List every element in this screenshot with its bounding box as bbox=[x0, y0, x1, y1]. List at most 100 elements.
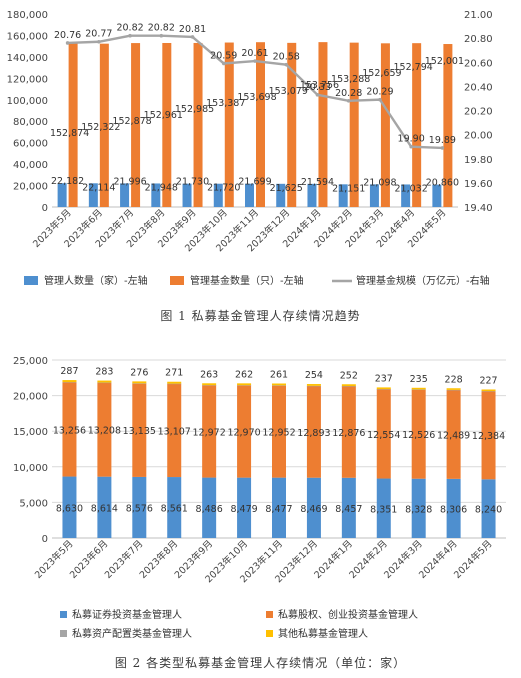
securities-data-label: 8,457 bbox=[335, 504, 362, 515]
other-data-label: 271 bbox=[165, 368, 183, 379]
equity-data-label: 13,135 bbox=[123, 426, 156, 437]
funds-data-label: 152,001 bbox=[425, 56, 464, 67]
funds-data-label: 152,878 bbox=[112, 116, 151, 127]
securities-data-label: 8,351 bbox=[370, 504, 397, 515]
legend-swatch bbox=[60, 611, 67, 618]
other-data-label: 228 bbox=[445, 374, 463, 385]
equity-data-label: 13,256 bbox=[53, 425, 86, 436]
securities-data-label: 8,477 bbox=[265, 504, 292, 515]
bar-funds bbox=[318, 42, 328, 207]
y-right-tick-label: 21.00 bbox=[464, 10, 493, 21]
bar-funds bbox=[224, 42, 234, 207]
y-left-tick-label: 140,000 bbox=[7, 53, 48, 64]
chart-1: 0 20,000 40,000 60,000 80,000 100,000 120,000 1… bbox=[7, 10, 493, 287]
stack-segment-2 bbox=[202, 385, 217, 386]
stack-segment-1 bbox=[411, 389, 426, 479]
stack-segment-1 bbox=[481, 391, 496, 480]
line-point bbox=[409, 144, 413, 149]
bar-funds bbox=[162, 42, 172, 207]
line-data-label: 20.61 bbox=[241, 48, 268, 59]
stack-segment-0 bbox=[306, 477, 321, 538]
stack-segment-3 bbox=[446, 388, 461, 390]
securities-data-label: 8,614 bbox=[91, 503, 118, 514]
bar-managers bbox=[213, 183, 223, 207]
legend-label: 管理基金规模（万亿元）-右轴 bbox=[356, 274, 490, 287]
bar-funds bbox=[131, 43, 141, 207]
other-data-label: 237 bbox=[375, 373, 393, 384]
legend-label: 管理人数量（家）-左轴 bbox=[44, 274, 148, 287]
equity-data-label: 12,893 bbox=[297, 428, 330, 439]
bar-managers bbox=[338, 184, 348, 207]
other-data-label: 287 bbox=[60, 366, 78, 377]
line-point bbox=[253, 59, 257, 63]
line-data-label: 20.59 bbox=[210, 50, 237, 61]
y-right-tick-label: 20.20 bbox=[464, 107, 493, 118]
y-left-tick-label: 120,000 bbox=[7, 74, 48, 85]
stack-segment-1 bbox=[97, 382, 112, 477]
line-data-label: 20.28 bbox=[335, 88, 362, 99]
x-tick-label: 2024年5月 bbox=[451, 538, 494, 581]
stack-segment-2 bbox=[62, 382, 77, 383]
equity-data-label: 12,489 bbox=[437, 430, 470, 441]
securities-data-label: 8,469 bbox=[300, 504, 327, 515]
managers-data-label: 21,151 bbox=[332, 183, 365, 194]
stack-segment-1 bbox=[376, 389, 391, 479]
securities-data-label: 8,306 bbox=[440, 504, 467, 515]
other-data-label: 283 bbox=[95, 367, 113, 378]
bar-funds bbox=[443, 44, 453, 207]
y-tick-label: 5,000 bbox=[19, 498, 48, 509]
legend-label: 私募股权、创业投资基金管理人 bbox=[278, 608, 418, 621]
stack-segment-3 bbox=[411, 387, 426, 390]
bar-managers bbox=[245, 183, 254, 207]
bar-managers bbox=[88, 183, 98, 207]
stack-segment-0 bbox=[376, 478, 391, 538]
line-point bbox=[221, 61, 226, 66]
managers-data-label: 21,948 bbox=[145, 182, 178, 193]
stack-segment-1 bbox=[202, 385, 217, 478]
stack-segment-0 bbox=[237, 477, 252, 538]
bar-managers bbox=[401, 184, 411, 207]
other-data-label: 276 bbox=[130, 367, 148, 378]
funds-data-label: 152,794 bbox=[394, 62, 433, 73]
stack-segment-3 bbox=[237, 383, 252, 386]
y-left-tick-label: 0 bbox=[42, 203, 48, 214]
stack-segment-3 bbox=[341, 384, 356, 387]
stack-segment-2 bbox=[481, 391, 496, 392]
y-left-tick-label: 180,000 bbox=[7, 10, 48, 21]
stack-segment-0 bbox=[272, 477, 286, 538]
equity-data-label: 12,554 bbox=[367, 430, 400, 441]
y-left-tick-label: 20,000 bbox=[13, 182, 48, 193]
bar-managers bbox=[57, 183, 67, 207]
line-point bbox=[378, 97, 382, 102]
legend-swatch bbox=[170, 276, 184, 285]
securities-data-label: 8,630 bbox=[56, 503, 83, 514]
line-data-label: 20.58 bbox=[273, 52, 300, 63]
stack-segment-2 bbox=[376, 389, 391, 390]
line-data-label: 19.89 bbox=[429, 135, 456, 146]
other-data-label: 254 bbox=[305, 370, 323, 381]
y-left-tick-label: 100,000 bbox=[7, 96, 48, 107]
stack-segment-2 bbox=[237, 385, 252, 386]
stack-segment-0 bbox=[62, 476, 77, 538]
chart-1-caption: 图 1 私募基金管理人存续情况趋势 bbox=[160, 309, 361, 323]
securities-data-label: 8,240 bbox=[475, 505, 502, 516]
stack-segment-1 bbox=[272, 385, 286, 478]
bar-managers bbox=[276, 183, 286, 207]
line-point bbox=[284, 62, 289, 67]
managers-data-label: 21,594 bbox=[301, 177, 334, 188]
stack-segment-3 bbox=[132, 381, 147, 384]
funds-data-label: 153,698 bbox=[237, 92, 276, 103]
line-data-label: 20.82 bbox=[116, 23, 143, 34]
managers-data-label: 22,114 bbox=[82, 182, 115, 193]
equity-data-label: 12,876 bbox=[332, 428, 365, 439]
y-right-tick-label: 19.60 bbox=[464, 179, 493, 190]
y-right-tick-label: 19.40 bbox=[464, 203, 493, 214]
stack-segment-1 bbox=[237, 385, 252, 478]
funds-data-label: 152,961 bbox=[144, 110, 183, 121]
stack-segment-2 bbox=[132, 383, 147, 384]
managers-data-label: 21,730 bbox=[176, 177, 209, 188]
stack-segment-2 bbox=[167, 383, 182, 385]
bar-funds bbox=[349, 42, 359, 207]
line-point bbox=[315, 93, 320, 97]
